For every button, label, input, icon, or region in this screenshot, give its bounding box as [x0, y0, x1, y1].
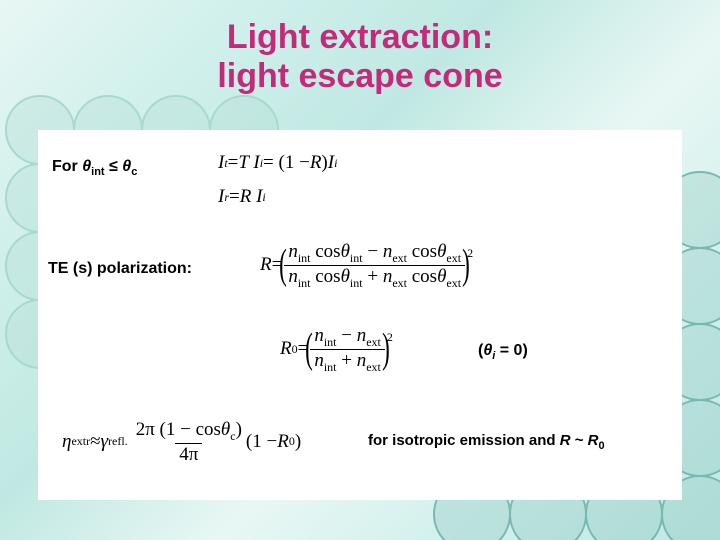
ex-eta-sub: extr	[71, 434, 90, 449]
ex-close: )	[295, 431, 301, 453]
R-fraction: nint cosθint − next cosθext nint cosθint…	[284, 242, 465, 289]
cond-op: ≤	[105, 158, 123, 175]
It-eq1: =	[228, 152, 239, 174]
R-num-minus: −	[363, 241, 383, 262]
R-den-n2s: ext	[392, 276, 407, 290]
R0-den-n1s: int	[324, 360, 337, 374]
ft-R: R	[560, 432, 571, 449]
R-den-n1s: int	[298, 276, 311, 290]
R-num-n1: n	[288, 241, 298, 262]
R0-den-n1: n	[314, 350, 324, 371]
Ir-RI: R I	[240, 186, 263, 208]
R0-lhs: R	[280, 338, 292, 360]
equation-It: It = T Ii = (1 − R) Ii	[218, 152, 337, 174]
R-num-n2: n	[383, 241, 393, 262]
R-den-cos1: cos	[311, 266, 341, 287]
equation-R: R = ( nint cosθint − next cosθext nint c…	[260, 242, 473, 289]
te-label-text: TE (s) polarization:	[48, 260, 192, 278]
R-den-cos2: cos	[407, 266, 437, 287]
ft-a: for isotropic emission and	[368, 432, 560, 449]
footer-note: for isotropic emission and R ~ R0	[368, 432, 605, 452]
R-num-th1s: int	[350, 251, 363, 265]
R-num-cos2: cos	[407, 241, 437, 262]
R0-num-n2s: ext	[366, 335, 381, 349]
R0-fraction: nint − next nint + next	[310, 326, 385, 373]
ft-R0s: 0	[599, 440, 605, 452]
R-den-n1: n	[288, 266, 298, 287]
ft-t: ~	[571, 432, 588, 449]
ex-num-th: θ	[221, 419, 230, 440]
R-den-n2: n	[383, 266, 393, 287]
r0n-rest: = 0)	[495, 342, 527, 359]
equation-R0: R0 = ( nint − next nint + next ) 2	[280, 326, 393, 373]
R0-num-minus: −	[337, 325, 357, 346]
R-num-th2s: ext	[446, 251, 461, 265]
title-line-1: Light extraction:	[0, 18, 720, 57]
R0-num-n1s: int	[324, 335, 337, 349]
Ir-RIsub: i	[262, 190, 265, 205]
content-panel: For θint ≤ θc It = T Ii = (1 − R) Ii Ir …	[38, 130, 682, 500]
title-line-2: light escape cone	[0, 57, 720, 96]
It-I2sub: i	[334, 156, 337, 171]
It-TI: T I	[238, 152, 259, 174]
cond-sub-c: c	[131, 166, 137, 178]
R-den-th2s: ext	[446, 276, 461, 290]
R0-den-n2s: ext	[366, 360, 381, 374]
ex-num-cl: )	[236, 419, 242, 440]
R-num-n1s: int	[298, 251, 311, 265]
cond-prefix: For	[52, 158, 82, 175]
cond-theta1: θ	[82, 158, 91, 175]
cond-theta2: θ	[122, 158, 131, 175]
slide-title: Light extraction: light escape cone	[0, 18, 720, 96]
ex-eta: η	[62, 431, 71, 453]
R0-num-n2: n	[357, 325, 367, 346]
ex-num-a: 2π (1 − cos	[136, 419, 221, 440]
R0-den-n2: n	[357, 350, 367, 371]
R-num-th2: θ	[437, 241, 446, 262]
R-num-th1: θ	[341, 241, 350, 262]
equation-Ir: Ir = R Ii	[218, 186, 266, 208]
ex-approx: ≈	[90, 431, 100, 453]
ex-fraction: 2π (1 − cosθc) 4π	[132, 420, 246, 464]
ft-R0: R	[588, 432, 599, 449]
equation-extraction: ηextr ≈ γrefl. 2π (1 − cosθc) 4π (1 − R0…	[62, 420, 301, 464]
ex-gamma: γ	[101, 431, 109, 453]
R-den-th1: θ	[341, 266, 350, 287]
R0-num-n1: n	[314, 325, 324, 346]
R-den-plus: +	[363, 266, 383, 287]
R0-den-plus: +	[337, 350, 357, 371]
R-den-th1s: int	[350, 276, 363, 290]
ex-den: 4π	[175, 443, 202, 464]
It-R: R	[310, 152, 322, 174]
R-num-cos1: cos	[311, 241, 341, 262]
theta-zero-note: (θi = 0)	[478, 342, 528, 362]
Ir-eq: =	[229, 186, 240, 208]
te-polarization-label: TE (s) polarization:	[48, 260, 192, 278]
condition-label: For θint ≤ θc	[52, 158, 137, 178]
R-den-th2: θ	[437, 266, 446, 287]
ex-gamma-sub: refl.	[108, 434, 128, 449]
ex-R0: R	[277, 431, 289, 453]
cond-sub-int: int	[91, 166, 104, 178]
ex-times: (1 −	[246, 431, 277, 453]
r0n-theta: θ	[483, 342, 492, 359]
R-lhs: R	[260, 254, 272, 276]
R-num-n2s: ext	[392, 251, 407, 265]
It-mid: = (1 −	[263, 152, 310, 174]
